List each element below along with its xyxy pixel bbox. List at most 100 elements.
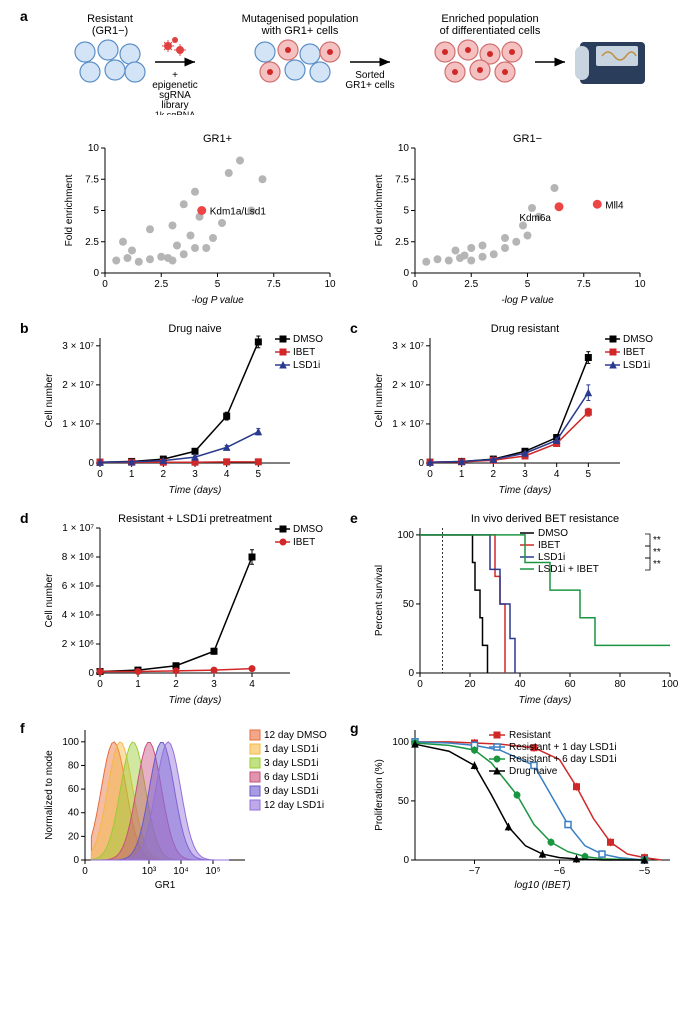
svg-text:DMSO: DMSO <box>293 334 323 345</box>
svg-text:IBET: IBET <box>538 540 560 551</box>
svg-text:4: 4 <box>554 469 560 480</box>
svg-text:Cell number: Cell number <box>374 373 385 428</box>
svg-text:GR1+: GR1+ <box>203 133 232 145</box>
svg-text:Drug resistant: Drug resistant <box>491 323 559 335</box>
svg-text:1 × 10⁷: 1 × 10⁷ <box>62 419 94 430</box>
svg-text:−7: −7 <box>469 866 481 877</box>
panel-c-label: c <box>350 320 358 336</box>
svg-text:2: 2 <box>491 469 497 480</box>
svg-text:−6: −6 <box>554 866 566 877</box>
svg-text:DMSO: DMSO <box>538 528 568 539</box>
svg-text:Drug naive: Drug naive <box>168 323 221 335</box>
svg-text:0: 0 <box>403 268 409 279</box>
svg-text:−5: −5 <box>639 866 651 877</box>
svg-text:0: 0 <box>88 668 94 679</box>
svg-text:0: 0 <box>82 866 88 877</box>
svg-text:0: 0 <box>418 458 424 469</box>
svg-text:6 × 10⁶: 6 × 10⁶ <box>62 581 94 592</box>
svg-text:GR1+ cells: GR1+ cells <box>345 80 394 91</box>
panel-c: 01234501 × 10⁷2 × 10⁷3 × 10⁷Time (days)C… <box>370 320 680 495</box>
svg-text:10: 10 <box>88 143 100 154</box>
svg-text:Resistant: Resistant <box>509 730 551 741</box>
svg-text:Time (days): Time (days) <box>169 695 222 705</box>
svg-text:**: ** <box>653 535 661 546</box>
sequencer-icon <box>575 42 645 84</box>
svg-text:100: 100 <box>397 530 414 541</box>
svg-text:2 × 10⁶: 2 × 10⁶ <box>62 639 94 650</box>
svg-text:Time (days): Time (days) <box>169 485 222 495</box>
svg-text:Kdm6a: Kdm6a <box>519 213 551 224</box>
svg-text:0: 0 <box>417 679 423 690</box>
svg-text:Drug naive: Drug naive <box>509 766 558 777</box>
svg-text:7.5: 7.5 <box>577 279 591 290</box>
panel-d-label: d <box>20 510 29 526</box>
svg-text:3: 3 <box>522 469 528 480</box>
svg-text:**: ** <box>653 547 661 558</box>
svg-text:7.5: 7.5 <box>85 174 99 185</box>
svg-text:1 × 10⁷: 1 × 10⁷ <box>62 523 94 534</box>
workflow-svg: Resistant (GR1−) Mutagenised population … <box>40 10 660 115</box>
svg-text:20: 20 <box>68 831 80 842</box>
svg-text:0: 0 <box>97 469 103 480</box>
cells-enriched-icon <box>435 40 522 82</box>
svg-text:7.5: 7.5 <box>395 174 409 185</box>
svg-text:LSD1i + IBET: LSD1i + IBET <box>538 564 599 575</box>
panel-a-workflow: Resistant (GR1−) Mutagenised population … <box>40 10 660 115</box>
svg-text:2.5: 2.5 <box>154 279 168 290</box>
svg-text:1k sgRNA: 1k sgRNA <box>155 110 196 115</box>
svg-text:60: 60 <box>564 679 576 690</box>
svg-text:0: 0 <box>427 469 433 480</box>
svg-text:-log P value: -log P value <box>191 295 244 305</box>
svg-text:1 × 10⁷: 1 × 10⁷ <box>392 419 424 430</box>
svg-text:2 × 10⁷: 2 × 10⁷ <box>62 380 94 391</box>
svg-text:Kdm1a/Lsd1: Kdm1a/Lsd1 <box>210 207 267 218</box>
panel-a-label: a <box>20 8 28 24</box>
svg-text:Percent survival: Percent survival <box>374 565 385 636</box>
workflow-step3: Enriched population <box>441 13 538 25</box>
svg-text:2 × 10⁷: 2 × 10⁷ <box>392 380 424 391</box>
svg-text:2: 2 <box>161 469 167 480</box>
svg-text:5: 5 <box>586 469 592 480</box>
svg-text:10: 10 <box>398 143 410 154</box>
svg-text:20: 20 <box>464 679 476 690</box>
svg-text:5: 5 <box>525 279 531 290</box>
cells-resistant-icon <box>75 40 145 82</box>
svg-text:Resistant + LSD1i pretreatment: Resistant + LSD1i pretreatment <box>118 513 272 525</box>
svg-text:40: 40 <box>68 808 80 819</box>
svg-text:1: 1 <box>135 679 141 690</box>
svg-text:Proliferation (%): Proliferation (%) <box>374 759 385 831</box>
svg-text:12 day DMSO: 12 day DMSO <box>264 730 327 741</box>
svg-text:3 × 10⁷: 3 × 10⁷ <box>62 341 94 352</box>
svg-text:0: 0 <box>97 679 103 690</box>
svg-text:10⁴: 10⁴ <box>173 866 188 877</box>
svg-text:1 day LSD1i: 1 day LSD1i <box>264 744 318 755</box>
svg-text:50: 50 <box>403 599 415 610</box>
svg-text:7.5: 7.5 <box>267 279 281 290</box>
scatter-right: 02.557.51002.557.510-log P valueFold enr… <box>370 130 650 305</box>
svg-text:8 × 10⁶: 8 × 10⁶ <box>62 552 94 563</box>
svg-text:0: 0 <box>88 458 94 469</box>
svg-text:IBET: IBET <box>293 347 315 358</box>
svg-text:100: 100 <box>662 679 679 690</box>
svg-text:LSD1i: LSD1i <box>623 360 650 371</box>
svg-text:LSD1i: LSD1i <box>538 552 565 563</box>
svg-text:5: 5 <box>403 206 409 217</box>
svg-text:5: 5 <box>215 279 221 290</box>
svg-text:Resistant + 6 day LSD1i: Resistant + 6 day LSD1i <box>509 754 617 765</box>
svg-text:2.5: 2.5 <box>464 279 478 290</box>
svg-text:5: 5 <box>256 469 262 480</box>
panel-d: 0123402 × 10⁶4 × 10⁶6 × 10⁶8 × 10⁶1 × 10… <box>40 510 350 705</box>
svg-text:log10 (IBET): log10 (IBET) <box>514 880 570 890</box>
svg-text:4: 4 <box>249 679 255 690</box>
panel-g: −7−6−5050100log10 (IBET)Proliferation (%… <box>370 720 680 890</box>
svg-text:0: 0 <box>102 279 108 290</box>
panel-f-label: f <box>20 720 25 736</box>
svg-text:4: 4 <box>224 469 230 480</box>
svg-text:DMSO: DMSO <box>623 334 653 345</box>
panel-b-label: b <box>20 320 29 336</box>
svg-text:10⁵: 10⁵ <box>205 866 220 877</box>
svg-text:0: 0 <box>403 855 409 866</box>
svg-text:80: 80 <box>614 679 626 690</box>
svg-text:2.5: 2.5 <box>85 237 99 248</box>
svg-text:-log P value: -log P value <box>501 295 554 305</box>
